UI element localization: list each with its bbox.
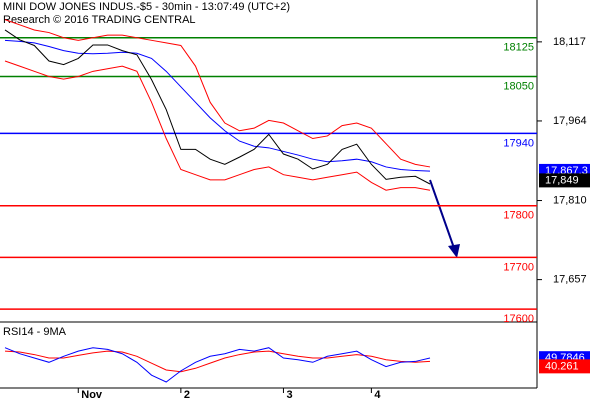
forecast-arrow [429, 179, 455, 249]
y-tick-label: 17,964 [553, 115, 587, 127]
series-line [4, 60, 431, 191]
y-tick-label: 17,657 [553, 274, 587, 286]
level-label: 17700 [503, 261, 534, 273]
x-tick-label: 4 [374, 389, 381, 400]
price-tag-label: 17,849 [545, 174, 579, 186]
x-tick-label: 2 [184, 389, 190, 400]
y-tick-label: 18,117 [553, 36, 586, 48]
forecast-arrowhead [448, 244, 460, 258]
series-line [4, 347, 431, 383]
price-tag [539, 173, 590, 188]
y-tick-label: 17,810 [553, 194, 587, 206]
series-line [4, 350, 431, 373]
series-line [4, 19, 431, 168]
price-tag-label: 40.261 [545, 360, 579, 372]
level-label: 17940 [503, 137, 534, 149]
chart-subtitle: Research © 2016 TRADING CENTRAL [3, 14, 196, 26]
level-label: 18050 [503, 80, 534, 92]
level-label: 18125 [503, 42, 534, 54]
level-label: 17600 [503, 313, 534, 325]
x-tick-label: 3 [286, 389, 292, 400]
level-label: 17800 [503, 210, 534, 222]
chart-title: MINI DOW JONES INDUS.-$5 - 30min - 13:07… [3, 1, 290, 13]
series-line [4, 39, 431, 172]
price-tag [539, 359, 590, 374]
series-line [4, 29, 431, 185]
rsi-title: RSI14 - 9MA [3, 326, 67, 338]
x-tick-label: Nov [81, 389, 103, 400]
